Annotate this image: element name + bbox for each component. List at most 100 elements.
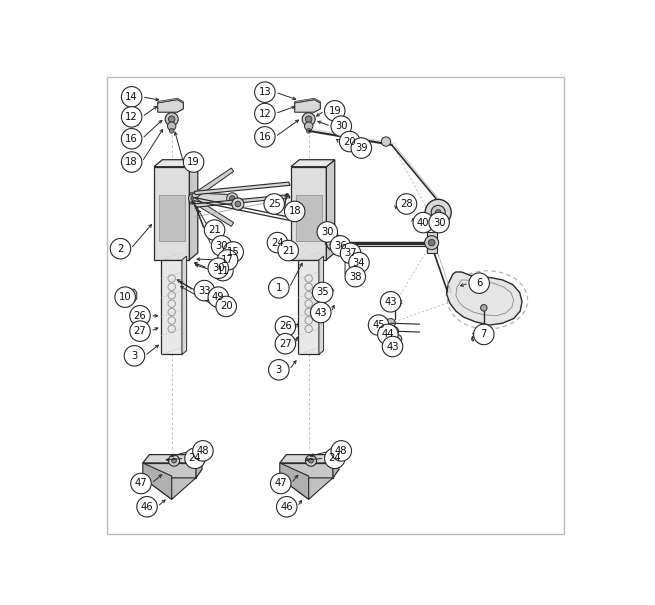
Circle shape [121,152,142,172]
Circle shape [331,239,339,246]
Text: 38: 38 [349,272,362,282]
Text: 26: 26 [134,311,147,321]
Circle shape [193,440,213,461]
Circle shape [216,296,236,316]
Polygon shape [280,454,339,463]
Text: 44: 44 [382,329,394,339]
Text: 25: 25 [268,199,280,209]
Circle shape [213,260,233,281]
Circle shape [168,122,176,130]
Circle shape [208,287,229,307]
Circle shape [121,106,142,127]
Circle shape [481,304,487,311]
Circle shape [389,327,399,336]
Circle shape [172,459,176,463]
Circle shape [309,459,313,463]
Text: 35: 35 [316,287,329,298]
Circle shape [255,82,275,102]
Text: 13: 13 [259,87,271,97]
Circle shape [428,240,435,246]
Circle shape [110,238,131,259]
Text: 46: 46 [280,502,293,512]
Circle shape [183,152,204,172]
Text: 12: 12 [259,108,271,119]
Text: 24: 24 [271,238,284,247]
Circle shape [425,199,451,226]
Text: 24: 24 [328,453,341,463]
Circle shape [331,440,352,461]
Text: 18: 18 [288,206,301,217]
Circle shape [168,116,175,122]
Circle shape [229,195,235,201]
Polygon shape [196,454,202,478]
Polygon shape [143,478,196,499]
Text: 14: 14 [125,92,138,102]
Circle shape [255,103,275,124]
Text: 30: 30 [321,227,333,237]
Text: 49: 49 [212,292,225,302]
Circle shape [115,287,136,307]
Text: 37: 37 [345,248,357,258]
Circle shape [305,455,316,466]
Circle shape [185,448,205,468]
Circle shape [317,221,337,242]
Circle shape [305,122,313,130]
Polygon shape [129,289,137,302]
Text: 19: 19 [187,157,200,167]
Polygon shape [319,256,324,355]
Text: 30: 30 [212,263,225,273]
Text: 47: 47 [274,479,287,488]
Text: 34: 34 [353,258,365,267]
Text: 48: 48 [335,446,348,456]
Circle shape [324,100,345,121]
Circle shape [305,116,312,122]
Circle shape [341,243,361,264]
Circle shape [339,131,360,152]
Circle shape [165,113,178,126]
Text: 45: 45 [372,320,385,330]
Text: 33: 33 [198,286,210,296]
Circle shape [368,315,389,335]
Circle shape [469,273,489,293]
Polygon shape [189,160,198,260]
Circle shape [264,194,284,214]
Circle shape [217,250,238,270]
Text: 26: 26 [279,321,291,332]
Circle shape [396,194,417,214]
Circle shape [431,205,445,220]
Text: 30: 30 [335,121,348,131]
Circle shape [326,234,343,251]
Circle shape [307,128,311,133]
Polygon shape [194,195,290,208]
Text: 48: 48 [196,446,209,456]
Text: 16: 16 [259,132,271,142]
Circle shape [170,128,174,133]
Text: 21: 21 [208,225,221,235]
Polygon shape [333,454,339,478]
Circle shape [235,201,240,207]
Text: 28: 28 [400,199,413,209]
Circle shape [424,235,439,250]
Circle shape [324,448,345,468]
Circle shape [124,345,145,366]
Circle shape [381,137,390,146]
Text: 20: 20 [343,137,356,146]
Polygon shape [280,463,309,499]
Text: 46: 46 [141,502,153,512]
Circle shape [381,292,401,312]
Circle shape [255,126,275,147]
Text: 20: 20 [220,301,233,312]
Circle shape [223,242,244,262]
Circle shape [232,198,244,210]
Polygon shape [159,195,185,241]
Circle shape [302,113,315,126]
Text: 11: 11 [217,266,229,276]
Circle shape [386,319,396,328]
Polygon shape [447,272,522,325]
Text: 18: 18 [125,157,138,167]
Circle shape [271,473,291,494]
Circle shape [194,280,215,301]
Polygon shape [158,98,183,103]
Circle shape [284,201,305,221]
Polygon shape [143,463,196,478]
